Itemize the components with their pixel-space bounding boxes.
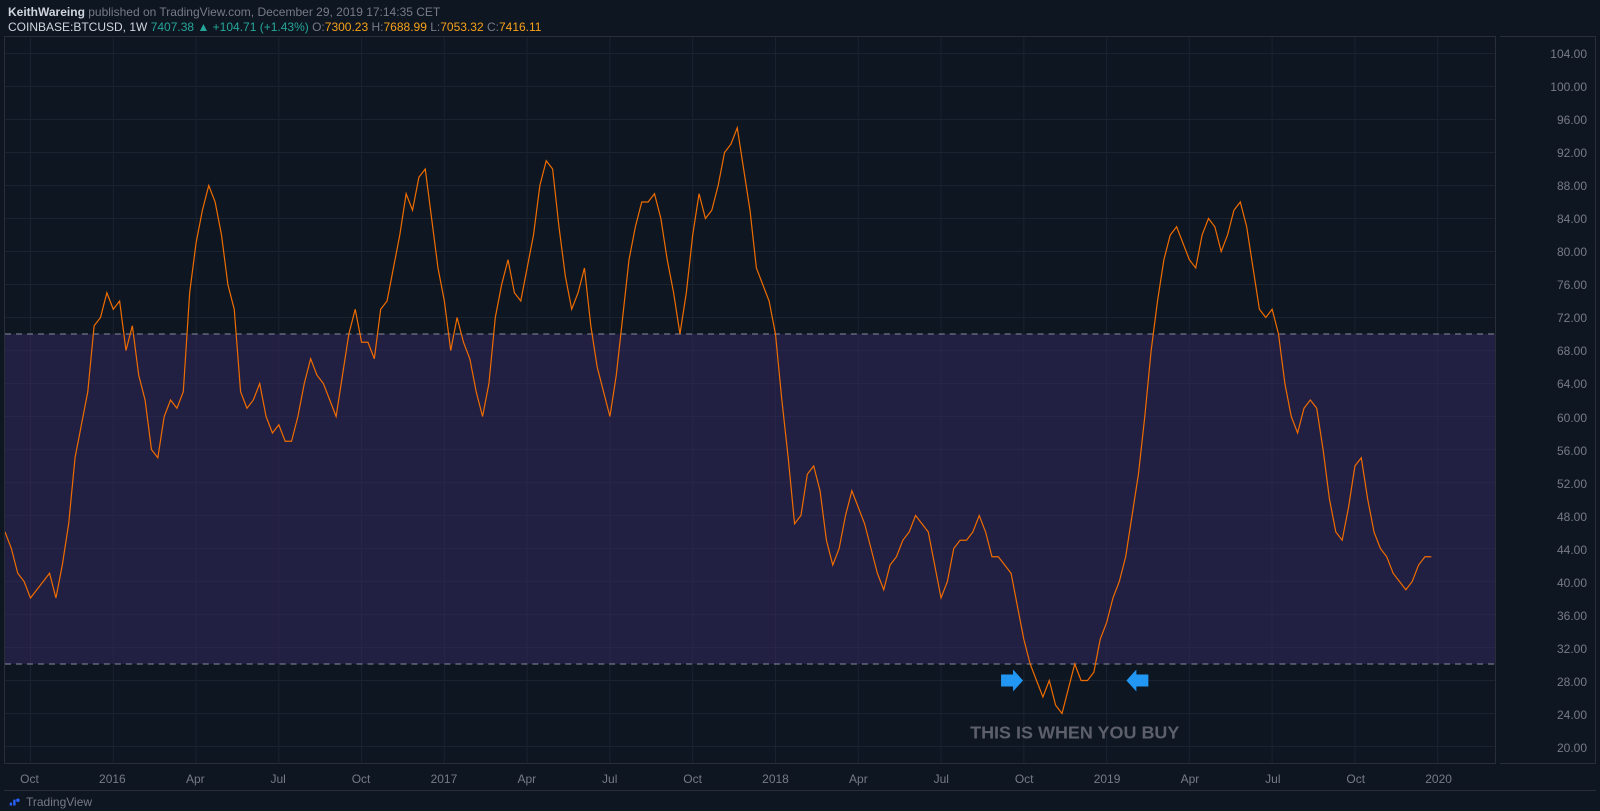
open-value: 7300.23: [325, 20, 368, 34]
last-price: 7407.38: [151, 20, 194, 34]
y-tick-label: 104.00: [1550, 47, 1587, 61]
x-tick-label: Apr: [186, 772, 205, 786]
y-tick-label: 84.00: [1557, 212, 1587, 226]
high-value: 7688.99: [384, 20, 427, 34]
y-tick-label: 20.00: [1557, 741, 1587, 755]
rsi-chart-svg: THIS IS WHEN YOU BUY: [5, 37, 1495, 763]
y-tick-label: 96.00: [1557, 113, 1587, 127]
x-tick-label: Jul: [602, 772, 617, 786]
y-tick-label: 56.00: [1557, 444, 1587, 458]
x-tick-label: Apr: [517, 772, 536, 786]
y-tick-label: 28.00: [1557, 675, 1587, 689]
publish-timestamp: December 29, 2019 17:14:35 CET: [257, 5, 440, 19]
x-tick-label: Oct: [683, 772, 702, 786]
x-tick-label: Oct: [352, 772, 371, 786]
chart-plot-area[interactable]: THIS IS WHEN YOU BUY: [4, 36, 1496, 764]
watermark-text: TradingView: [26, 795, 92, 809]
x-tick-label: Apr: [849, 772, 868, 786]
x-tick-label: 2019: [1094, 772, 1121, 786]
x-tick-label: 2020: [1425, 772, 1452, 786]
tradingview-logo-icon: [8, 795, 22, 809]
y-tick-label: 24.00: [1557, 708, 1587, 722]
y-tick-label: 64.00: [1557, 377, 1587, 391]
y-tick-label: 80.00: [1557, 245, 1587, 259]
x-tick-label: Oct: [1015, 772, 1034, 786]
y-tick-label: 48.00: [1557, 510, 1587, 524]
y-tick-label: 52.00: [1557, 477, 1587, 491]
low-value: 7053.32: [440, 20, 483, 34]
price-change: +104.71 (+1.43%): [213, 20, 309, 34]
y-tick-label: 72.00: [1557, 311, 1587, 325]
chart-attribution: KeithWareing published on TradingView.co…: [8, 4, 440, 20]
y-tick-label: 36.00: [1557, 609, 1587, 623]
y-tick-label: 92.00: [1557, 146, 1587, 160]
y-tick-label: 60.00: [1557, 411, 1587, 425]
y-tick-label: 76.00: [1557, 278, 1587, 292]
x-tick-label: Jul: [1265, 772, 1280, 786]
y-tick-label: 40.00: [1557, 576, 1587, 590]
up-arrow-icon: ▲: [197, 20, 209, 34]
x-tick-label: Apr: [1181, 772, 1200, 786]
author-name: KeithWareing: [8, 5, 85, 19]
tradingview-watermark: TradingView: [8, 795, 92, 809]
y-axis[interactable]: 20.00 24.00 28.00 32.00 36.00 40.00 44.00 48.00…: [1500, 36, 1596, 764]
svg-text:THIS IS WHEN YOU BUY: THIS IS WHEN YOU BUY: [970, 722, 1179, 742]
published-prefix: published on TradingView.com,: [85, 5, 258, 19]
high-label: H:: [372, 20, 384, 34]
symbol-ohlc-bar: COINBASE:BTCUSD, 1W 7407.38 ▲ +104.71 (+…: [8, 20, 541, 34]
close-value: 7416.11: [499, 20, 542, 34]
y-tick-label: 32.00: [1557, 642, 1587, 656]
y-tick-label: 44.00: [1557, 543, 1587, 557]
open-label: O:: [312, 20, 325, 34]
x-tick-label: Jul: [934, 772, 949, 786]
y-tick-label: 88.00: [1557, 179, 1587, 193]
x-tick-label: Oct: [20, 772, 39, 786]
x-tick-label: 2017: [431, 772, 458, 786]
x-tick-label: 2016: [99, 772, 126, 786]
close-label: C:: [487, 20, 499, 34]
low-label: L:: [430, 20, 440, 34]
x-tick-label: Oct: [1346, 772, 1365, 786]
y-tick-label: 100.00: [1550, 80, 1587, 94]
x-tick-label: 2018: [762, 772, 789, 786]
symbol-label: COINBASE:BTCUSD, 1W: [8, 20, 147, 34]
x-axis[interactable]: Oct 2016 Apr Jul Oct 2017 Apr Jul Oct 2018 Apr Jul O…: [4, 767, 1596, 791]
x-tick-label: Jul: [270, 772, 285, 786]
y-tick-label: 68.00: [1557, 344, 1587, 358]
